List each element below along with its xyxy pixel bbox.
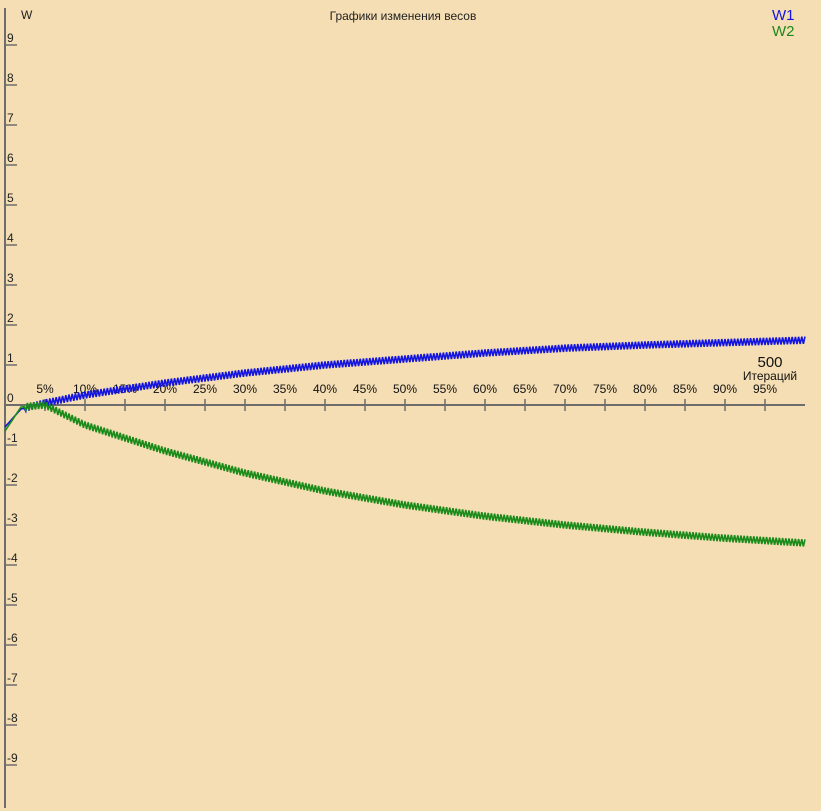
y-tick-label: -8	[7, 711, 18, 725]
y-tick-label: 5	[7, 191, 14, 205]
iterations-count: 500	[757, 354, 782, 371]
chart-title: Графики изменения весов	[330, 9, 477, 23]
x-tick-label: 30%	[233, 382, 257, 396]
y-tick-label: 7	[7, 111, 14, 125]
y-tick-label: -1	[7, 431, 18, 445]
y-tick-label: -3	[7, 511, 18, 525]
y-tick-label: 1	[7, 351, 14, 365]
x-tick-label: 95%	[753, 382, 777, 396]
x-tick-label: 80%	[633, 382, 657, 396]
x-tick-label: 5%	[36, 382, 54, 396]
x-tick-label: 45%	[353, 382, 377, 396]
series-layer	[4, 336, 806, 547]
y-tick-label: -6	[7, 631, 18, 645]
legend-w2: W2	[772, 23, 795, 40]
y-tick-label: 2	[7, 311, 14, 325]
y-tick-label: -4	[7, 551, 18, 565]
x-tick-label: 65%	[513, 382, 537, 396]
x-tick-label: 75%	[593, 382, 617, 396]
x-tick-label: 35%	[273, 382, 297, 396]
x-tick-label: 90%	[713, 382, 737, 396]
series-line-w2	[4, 401, 806, 547]
y-tick-label: 9	[7, 31, 14, 45]
series-line-w1	[4, 336, 806, 428]
y-tick-label: 8	[7, 71, 14, 85]
y-tick-label: -2	[7, 471, 18, 485]
x-axis-label: Итераций	[743, 369, 797, 383]
y-tick-label: 3	[7, 271, 14, 285]
y-tick-label: 6	[7, 151, 14, 165]
y-tick-label: 4	[7, 231, 14, 245]
x-tick-label: 50%	[393, 382, 417, 396]
y-tick-label: -5	[7, 591, 18, 605]
x-tick-label: 40%	[313, 382, 337, 396]
y-tick-label: -7	[7, 671, 18, 685]
y-tick-label: 0	[7, 391, 14, 405]
y-axis-label: W	[21, 8, 33, 22]
x-tick-label: 55%	[433, 382, 457, 396]
x-tick-label: 70%	[553, 382, 577, 396]
x-tick-label: 85%	[673, 382, 697, 396]
legend-w1: W1	[772, 7, 795, 24]
x-tick-label: 60%	[473, 382, 497, 396]
x-tick-label: 25%	[193, 382, 217, 396]
y-tick-label: -9	[7, 751, 18, 765]
